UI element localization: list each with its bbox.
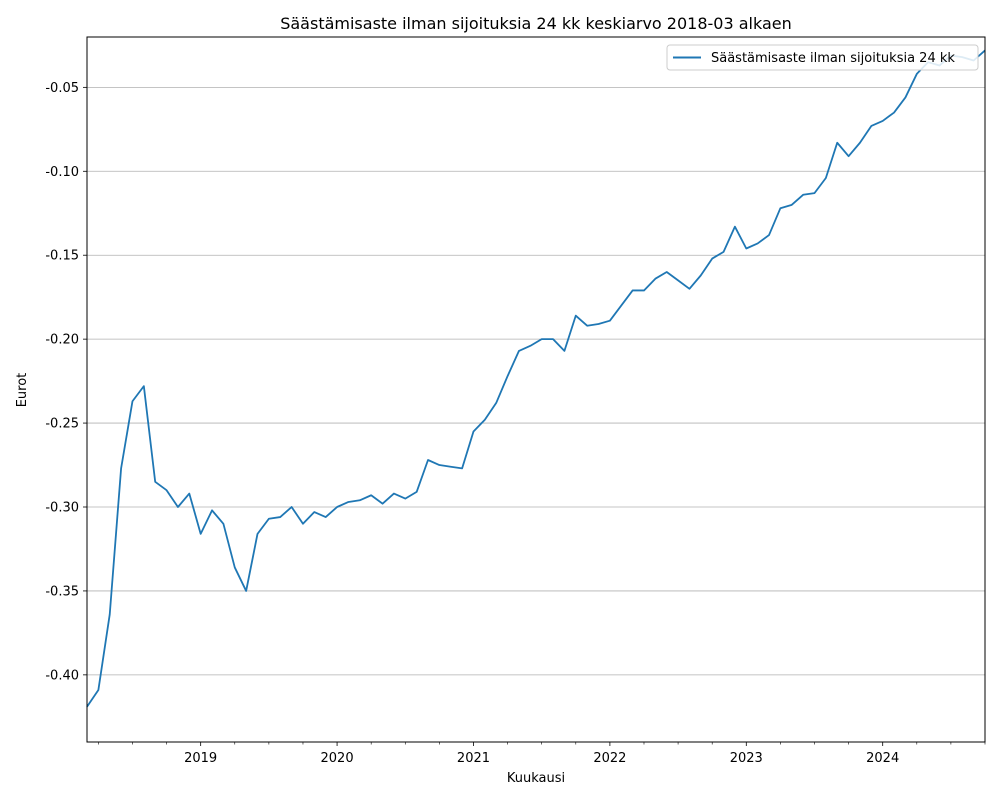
series-layer xyxy=(86,49,986,708)
series-line xyxy=(86,49,986,708)
x-axis: 2019 2020 2021 2022 2023 2024 xyxy=(98,742,986,766)
x-axis-label: Kuukausi xyxy=(507,771,565,786)
x-tick-label: 2023 xyxy=(730,751,763,766)
y-tick-label: -0.20 xyxy=(45,333,79,348)
y-tick-label: -0.10 xyxy=(45,165,79,180)
y-tick-label: -0.15 xyxy=(45,249,79,264)
y-tick-label: -0.25 xyxy=(45,417,79,432)
plot-frame xyxy=(86,36,986,743)
y-tick-label: -0.35 xyxy=(45,584,79,599)
x-tick-label: 2019 xyxy=(184,751,217,766)
chart-title: Säästämisaste ilman sijoituksia 24 kk ke… xyxy=(280,14,792,33)
y-tick-label: -0.40 xyxy=(45,668,79,683)
x-tick-label: 2021 xyxy=(457,751,490,766)
legend-box xyxy=(666,44,979,71)
legend: Säästämisaste ilman sijoituksia 24 kk xyxy=(666,44,979,71)
x-tick-label: 2020 xyxy=(321,751,354,766)
x-tick-label: 2022 xyxy=(593,751,626,766)
y-tick-label: -0.05 xyxy=(45,81,79,96)
y-axis-label: Eurot xyxy=(15,373,30,408)
y-axis: -0.40 -0.35 -0.30 -0.25 -0.20 -0.15 -0.10 -0.05 xyxy=(45,81,87,683)
legend-label: Säästämisaste ilman sijoituksia 24 kk xyxy=(711,51,955,66)
x-tick-label: 2024 xyxy=(866,751,899,766)
gridlines xyxy=(87,86,985,676)
y-tick-label: -0.30 xyxy=(45,501,79,516)
